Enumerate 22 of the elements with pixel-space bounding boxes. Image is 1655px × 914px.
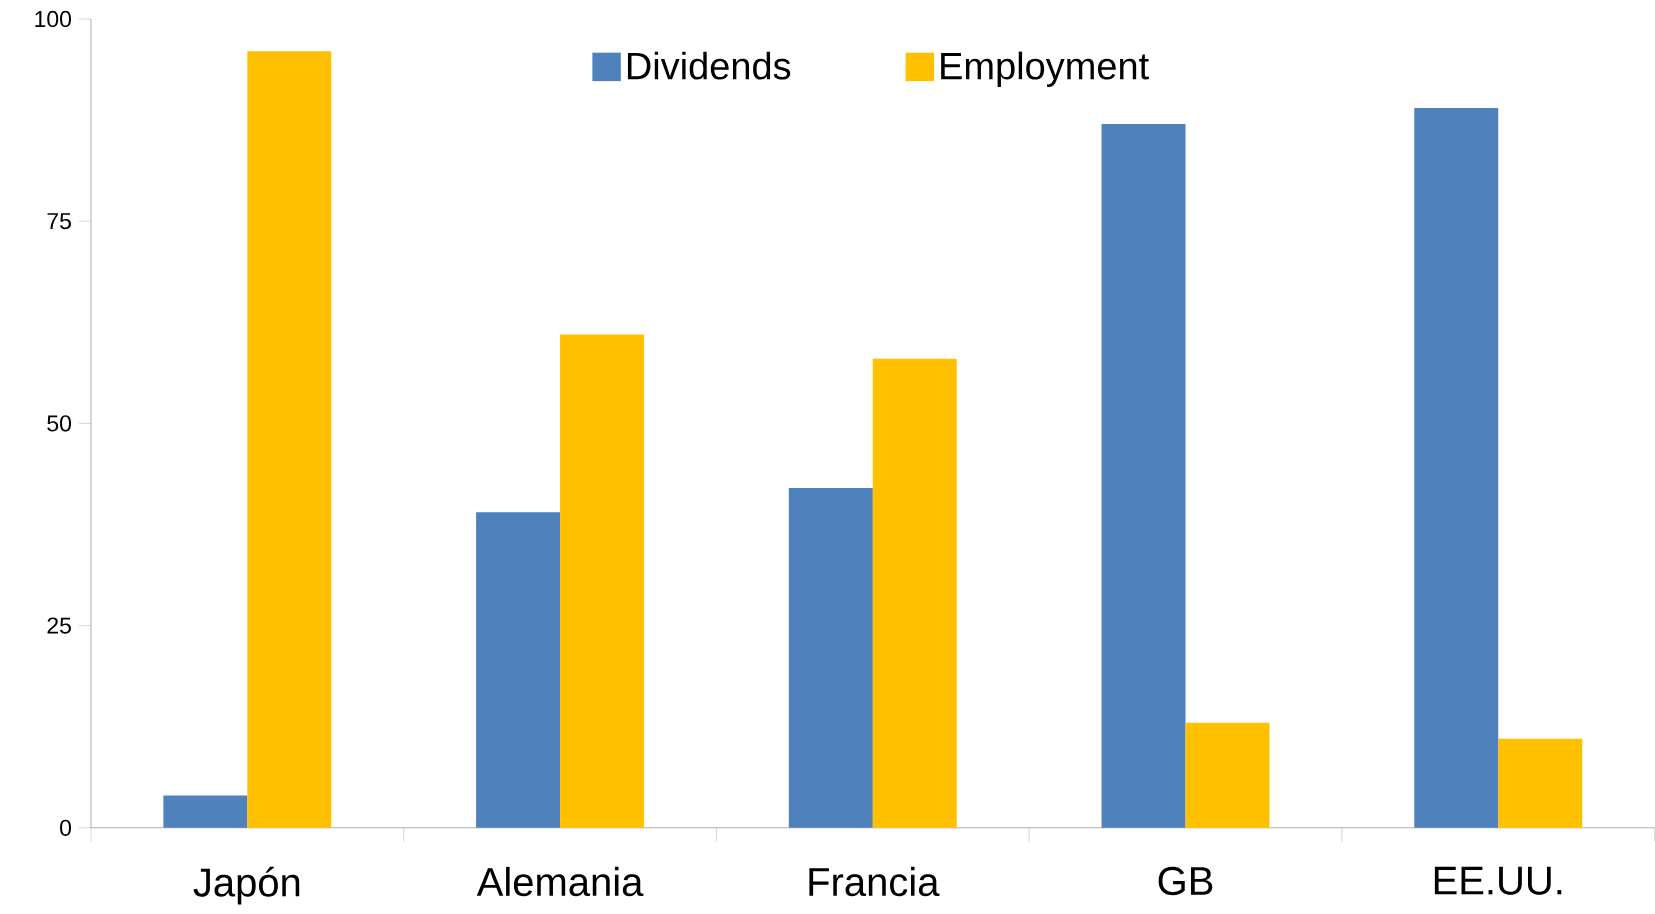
bar bbox=[1414, 108, 1499, 828]
bar bbox=[1185, 722, 1270, 828]
y-tick-label: 25 bbox=[47, 617, 71, 634]
y-tick-label: 100 bbox=[35, 10, 72, 28]
bar bbox=[788, 488, 873, 828]
x-tick-label: GB bbox=[1158, 866, 1213, 896]
x-tick-label: EE.UU. bbox=[1434, 866, 1562, 895]
bar bbox=[1101, 124, 1186, 828]
bar bbox=[560, 334, 645, 828]
bar bbox=[872, 358, 957, 828]
legend-label: Employment bbox=[941, 51, 1149, 88]
y-tick-label: 0 bbox=[60, 819, 72, 837]
x-tick-label: Alemania bbox=[476, 866, 644, 897]
bar bbox=[247, 51, 332, 828]
x-tick-label: Francia bbox=[809, 866, 940, 897]
bar bbox=[163, 795, 248, 828]
x-tick-label: Japón bbox=[193, 866, 300, 905]
bar bbox=[476, 512, 561, 828]
bar bbox=[1498, 738, 1583, 828]
legend-label: Dividends bbox=[627, 51, 791, 80]
y-tick-label: 50 bbox=[47, 415, 72, 432]
y-tick-label: 75 bbox=[47, 213, 71, 230]
